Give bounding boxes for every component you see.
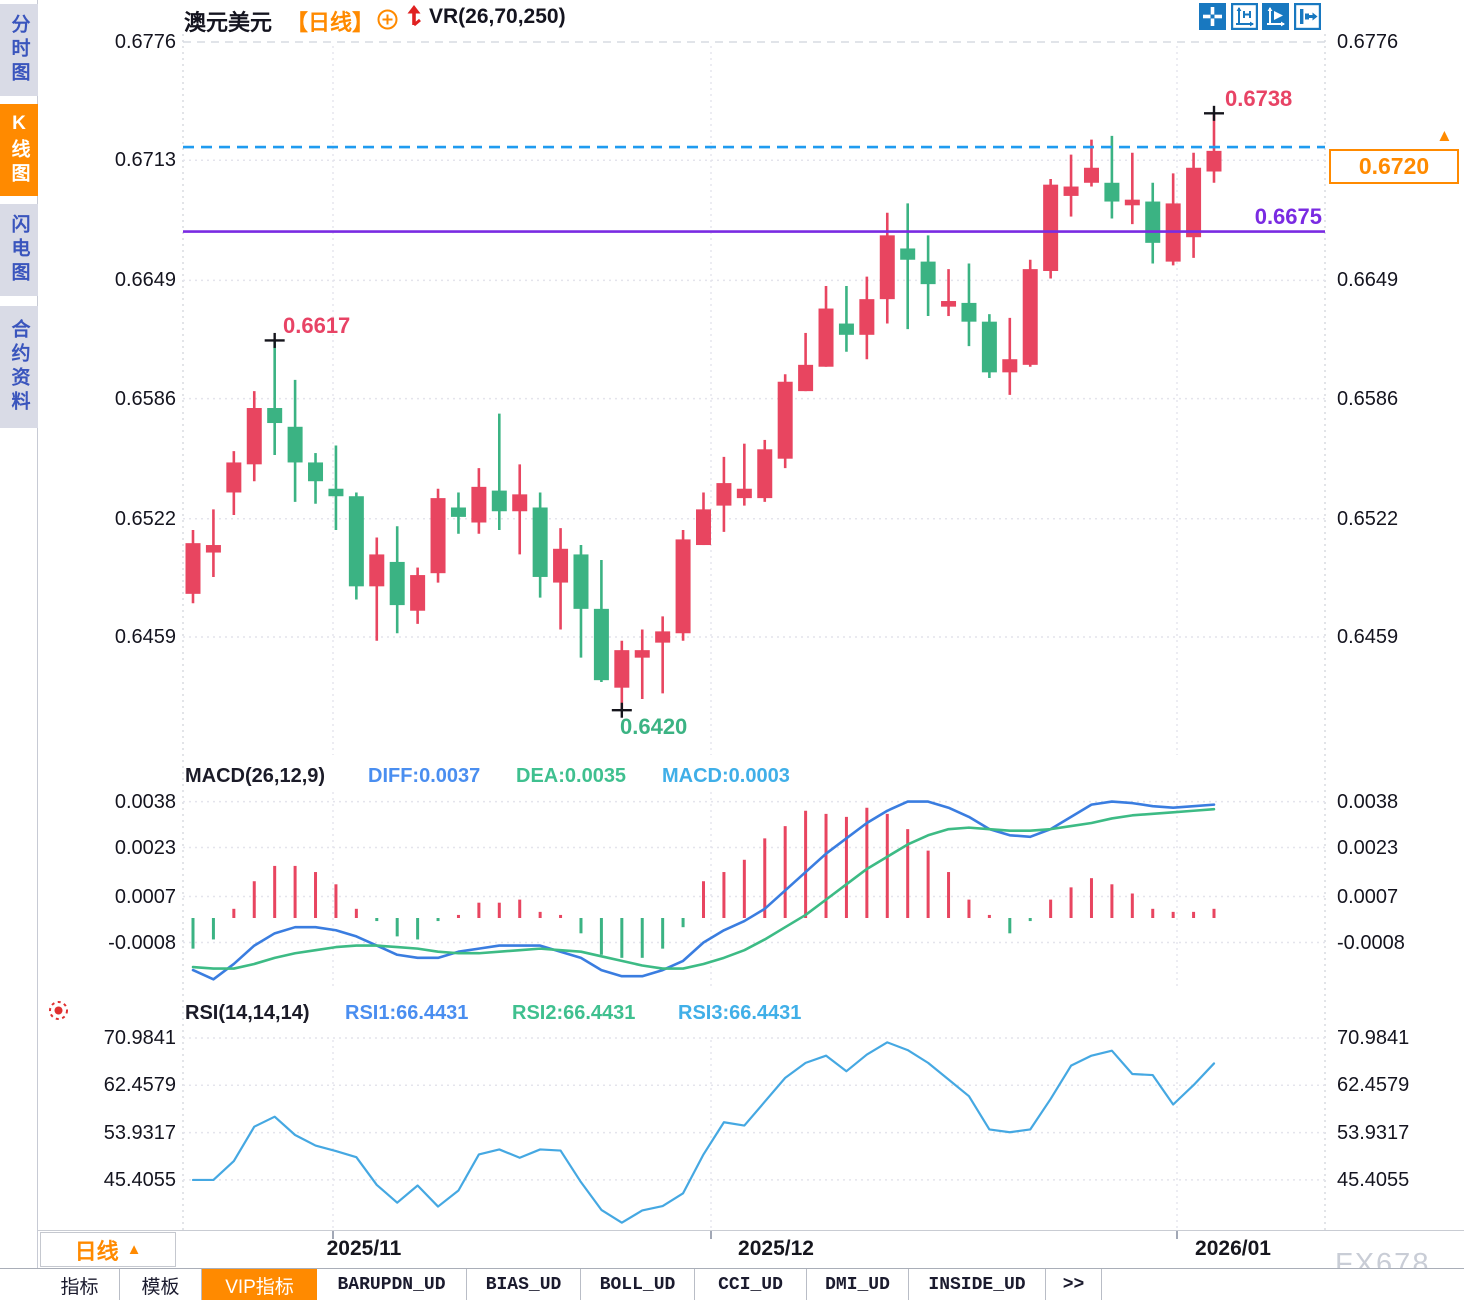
y-axis-label: 0.0038 bbox=[1337, 790, 1399, 813]
sidebar-item-kline-chart[interactable]: K线图 bbox=[0, 104, 38, 196]
indicator-alert-icon[interactable] bbox=[45, 997, 72, 1024]
y-axis-label: 62.4579 bbox=[1337, 1074, 1410, 1097]
exit-icon[interactable] bbox=[1293, 2, 1322, 31]
pan-icon[interactable] bbox=[1199, 3, 1226, 30]
rsi1-value: RSI1:66.4431 bbox=[345, 1002, 469, 1024]
macd-title: MACD(26,12,9) bbox=[185, 765, 326, 787]
x-axis-line bbox=[38, 1230, 1464, 1231]
y-axis-label: -0.0008 bbox=[1337, 931, 1405, 954]
annotation-peak-0.6617: 0.6617 bbox=[283, 313, 351, 338]
add-indicator-icon[interactable] bbox=[377, 9, 398, 30]
annotation-high-0.6738: 0.6738 bbox=[1225, 86, 1293, 111]
y-axis-label: 70.9841 bbox=[103, 1027, 176, 1049]
tab-inside-ud[interactable]: INSIDE_UD bbox=[909, 1269, 1046, 1300]
sidebar-item-timeline-chart[interactable]: 分时图 bbox=[0, 4, 38, 96]
annotation-low-0.6420: 0.6420 bbox=[620, 714, 688, 739]
annotation-support-0.6675: 0.6675 bbox=[1254, 204, 1322, 229]
y-axis-label: 0.0007 bbox=[114, 885, 176, 908]
axis-scale-icon[interactable] bbox=[1230, 2, 1259, 31]
y-axis-label: 0.6522 bbox=[114, 507, 176, 530]
y-axis-label: 53.9317 bbox=[1337, 1121, 1410, 1144]
rsi2-value: RSI2:66.4431 bbox=[512, 1002, 636, 1024]
macd-dea-value: DEA:0.0035 bbox=[516, 765, 627, 787]
x-axis-label-nov: 2025/11 bbox=[326, 1237, 402, 1260]
x-axis-label-jan: 2026/01 bbox=[1195, 1237, 1271, 1260]
macd-diff-value: DIFF:0.0037 bbox=[368, 765, 481, 787]
y-axis-label: -0.0008 bbox=[108, 931, 176, 954]
tab-templates[interactable]: 模板 bbox=[120, 1269, 202, 1300]
y-axis-label: 45.4055 bbox=[103, 1168, 176, 1191]
tab-cci-ud[interactable]: CCI_UD bbox=[695, 1269, 807, 1300]
sidebar: 分时图 K线图 闪电图 合约资料 bbox=[0, 0, 38, 1300]
y-axis-label: 0.6459 bbox=[114, 626, 176, 648]
current-price-box: 0.6720 bbox=[1329, 149, 1459, 184]
x-axis-label-dec: 2025/12 bbox=[738, 1237, 814, 1260]
tab-bias-ud[interactable]: BIAS_UD bbox=[467, 1269, 581, 1300]
y-axis-label: 0.6776 bbox=[1337, 31, 1399, 53]
tab-vip-indicators[interactable]: VIP指标 bbox=[202, 1269, 317, 1300]
axis-auto-icon[interactable] bbox=[1262, 3, 1289, 30]
y-axis-label: 53.9317 bbox=[103, 1121, 176, 1144]
y-axis-label: 0.6522 bbox=[1337, 507, 1399, 530]
y-axis-label: 0.0007 bbox=[1337, 885, 1399, 908]
y-axis-label: 0.6776 bbox=[114, 31, 176, 53]
period-tag[interactable]: 【日线】 bbox=[286, 10, 375, 35]
vr-indicator-label: VR(26,70,250) bbox=[429, 5, 566, 28]
symbol-title: 澳元美元 bbox=[184, 10, 273, 35]
rsi3-value: RSI3:66.4431 bbox=[678, 1002, 802, 1024]
macd-value: MACD:0.0003 bbox=[662, 765, 790, 787]
y-axis-label: 0.6459 bbox=[1337, 626, 1399, 648]
y-axis-label: 62.4579 bbox=[103, 1074, 176, 1097]
tab-more[interactable]: >> bbox=[1046, 1269, 1102, 1300]
period-selector-button[interactable]: 日线 ▲ bbox=[40, 1232, 176, 1267]
indicator-tabbar: 指标 模板 VIP指标 BARUPDN_UD BIAS_UD BOLL_UD C… bbox=[0, 1268, 1464, 1300]
tab-dmi-ud[interactable]: DMI_UD bbox=[807, 1269, 909, 1300]
tab-indicators[interactable]: 指标 bbox=[40, 1269, 120, 1300]
rsi-title: RSI(14,14,14) bbox=[185, 1002, 310, 1024]
tab-barupdn-ud[interactable]: BARUPDN_UD bbox=[317, 1269, 467, 1300]
y-axis-label: 0.6713 bbox=[114, 149, 176, 172]
y-axis-label: 0.0023 bbox=[114, 836, 176, 859]
up-arrow-icon bbox=[407, 5, 421, 27]
sidebar-item-contract-info[interactable]: 合约资料 bbox=[0, 306, 38, 428]
y-axis-label: 45.4055 bbox=[1337, 1168, 1410, 1191]
y-axis-label: 0.6649 bbox=[1337, 269, 1399, 292]
y-axis-label: 0.6649 bbox=[114, 269, 176, 292]
y-axis-label: 0.0023 bbox=[1337, 836, 1399, 859]
dropdown-up-icon: ▲ bbox=[126, 1241, 142, 1258]
y-axis-label: 0.0038 bbox=[114, 790, 176, 813]
y-axis-label: 70.9841 bbox=[1337, 1027, 1410, 1049]
price-up-marker-icon: ▲ bbox=[1436, 126, 1453, 145]
y-axis-label: 0.6586 bbox=[114, 387, 176, 410]
tab-boll-ud[interactable]: BOLL_UD bbox=[581, 1269, 695, 1300]
sidebar-item-flash-chart[interactable]: 闪电图 bbox=[0, 204, 38, 296]
y-axis-label: 0.6586 bbox=[1337, 387, 1399, 410]
